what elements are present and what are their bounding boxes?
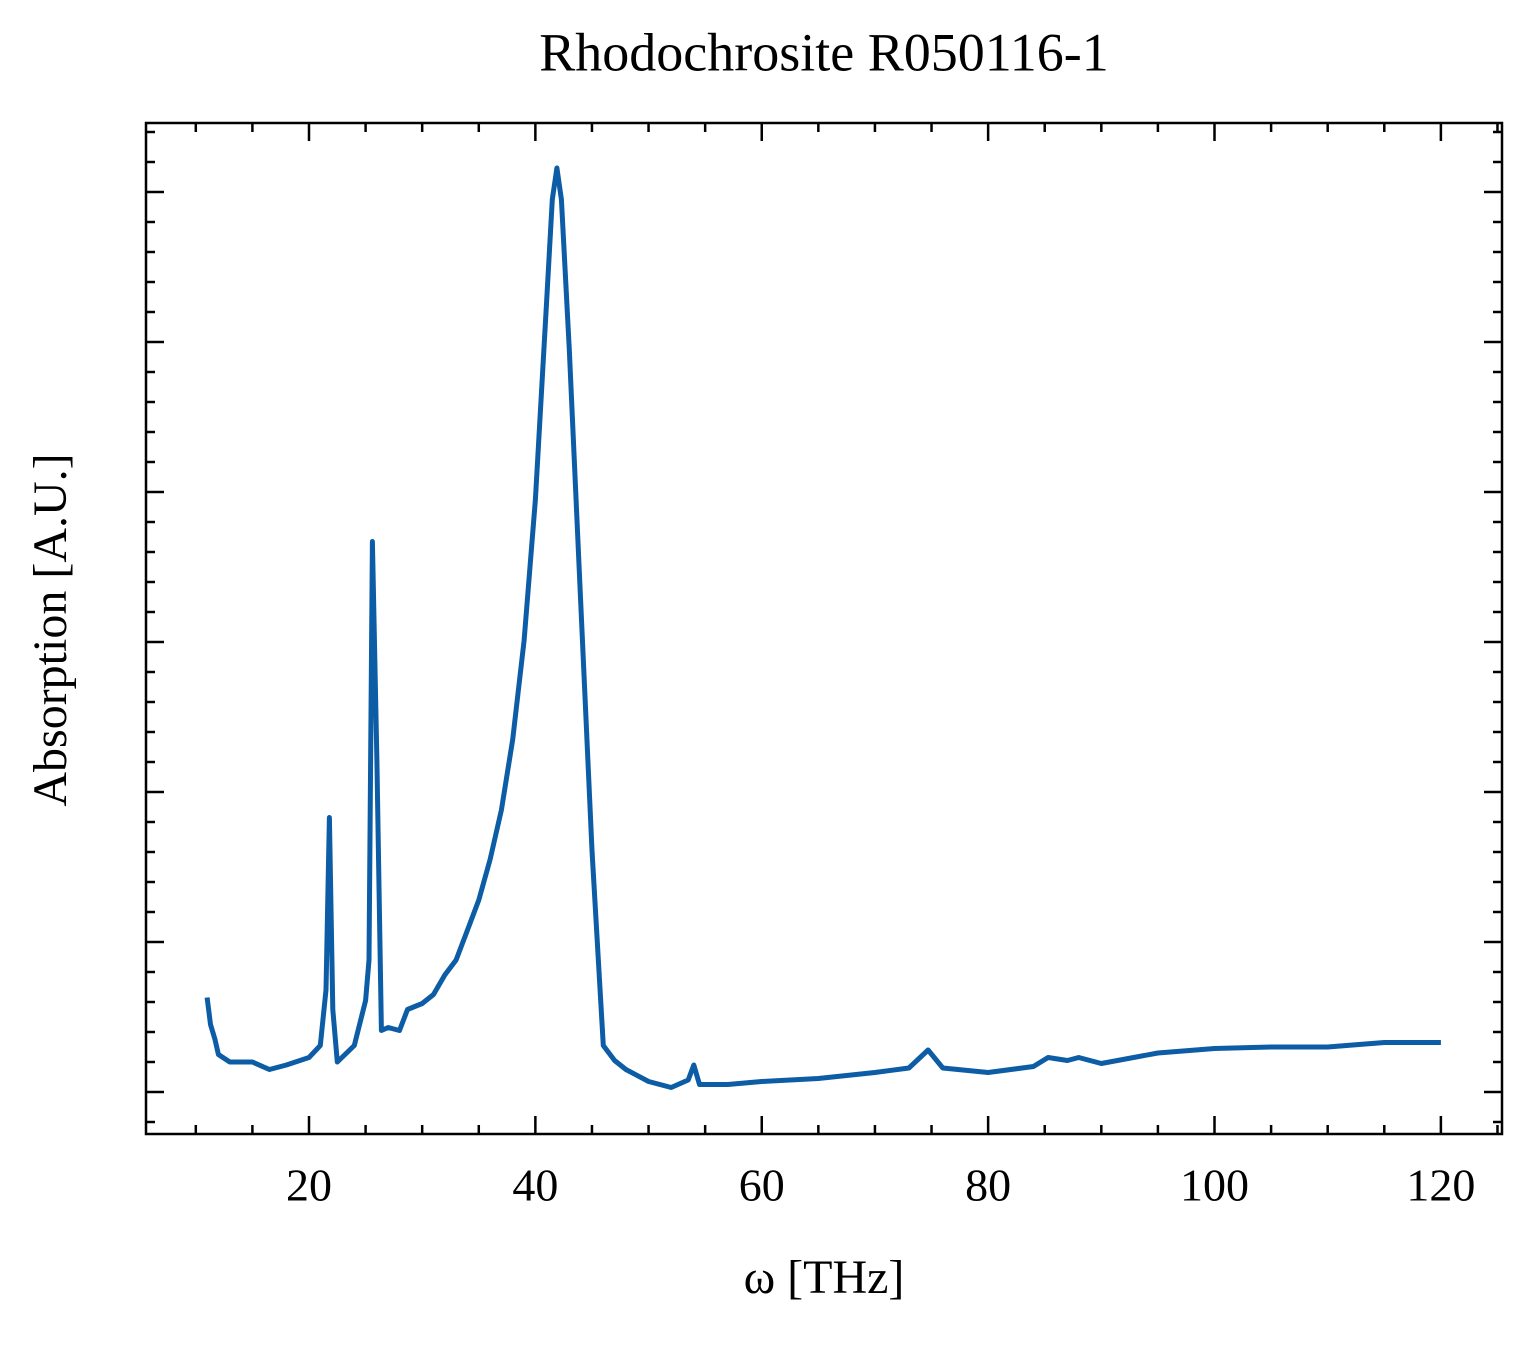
chart-title: Rhodochrosite R050116-1: [539, 22, 1108, 82]
y-axis-label: Absorption [A.U.]: [24, 453, 77, 806]
x-tick-label: 40: [512, 1160, 558, 1211]
x-tick-label: 120: [1406, 1160, 1475, 1211]
x-tick-label: 20: [286, 1160, 332, 1211]
x-axis-label: ω [THz]: [744, 1251, 905, 1304]
x-tick-label: 60: [739, 1160, 785, 1211]
x-tick-label: 100: [1180, 1160, 1249, 1211]
line-series: [204, 165, 1441, 1090]
plot-frame: [144, 121, 1504, 1136]
x-tick-label: 80: [965, 1160, 1011, 1211]
